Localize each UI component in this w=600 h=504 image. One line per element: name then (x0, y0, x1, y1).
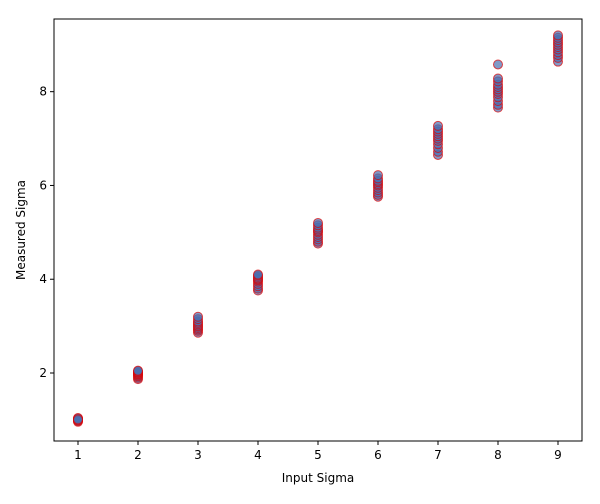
y-tick-label: 2 (39, 366, 47, 380)
data-point (253, 269, 263, 280)
data-point (133, 365, 143, 376)
data-point (493, 59, 503, 70)
x-tick-label: 6 (374, 448, 382, 462)
data-point (73, 414, 83, 425)
x-tick-label: 1 (74, 448, 82, 462)
data-points (73, 30, 563, 427)
y-tick-label: 6 (39, 178, 47, 192)
x-axis-ticks: 1 2 3 4 5 6 7 8 9 (74, 441, 562, 462)
x-tick-label: 3 (194, 448, 202, 462)
data-point (193, 311, 203, 322)
y-axis-ticks: 2 4 6 8 (39, 85, 54, 380)
x-axis-label: Input Sigma (282, 471, 355, 485)
x-tick-label: 9 (554, 448, 562, 462)
y-tick-label: 4 (39, 272, 47, 286)
data-point (313, 217, 323, 228)
data-point (433, 120, 443, 131)
data-point (553, 30, 563, 41)
y-tick-label: 8 (39, 85, 47, 99)
y-axis-label: Measured Sigma (14, 180, 28, 280)
data-point (373, 170, 383, 181)
x-tick-label: 5 (314, 448, 322, 462)
data-point (493, 73, 503, 84)
x-tick-label: 4 (254, 448, 262, 462)
x-tick-label: 7 (434, 448, 442, 462)
x-tick-label: 8 (494, 448, 502, 462)
x-tick-label: 2 (134, 448, 142, 462)
